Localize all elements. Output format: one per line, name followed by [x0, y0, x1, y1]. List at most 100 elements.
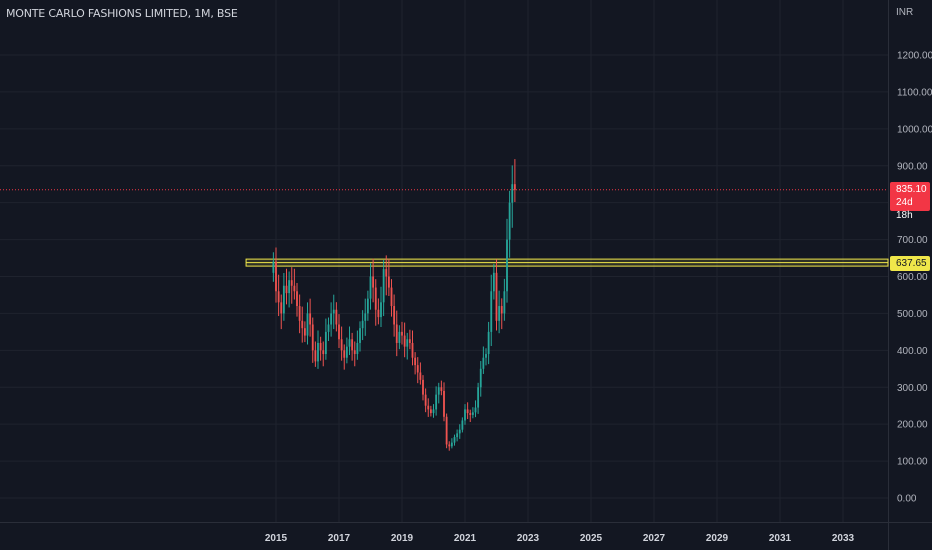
candle-body — [348, 339, 351, 347]
price-tick-label: 0.00 — [897, 494, 917, 505]
candle-body — [422, 379, 424, 395]
candle-body — [369, 276, 372, 299]
candle-body — [411, 342, 414, 358]
candle-body — [508, 202, 511, 240]
candle-body — [275, 261, 277, 292]
candle-body — [466, 409, 469, 414]
candle-body — [440, 387, 443, 391]
candle-body — [272, 261, 275, 273]
candle-body — [324, 331, 327, 355]
candle-body — [359, 328, 361, 343]
time-tick-label: 2027 — [643, 533, 666, 544]
candle-body — [506, 239, 508, 292]
candle-body — [330, 313, 333, 325]
candle-body — [495, 272, 498, 321]
candle-body — [288, 280, 291, 294]
candle-body — [335, 309, 338, 325]
time-tick-label: 2019 — [391, 533, 414, 544]
candle-body — [406, 339, 409, 347]
candle-body — [296, 291, 298, 307]
candle-body — [477, 387, 480, 408]
candle-body — [361, 320, 364, 329]
candle-body — [485, 354, 487, 358]
candle-body — [408, 339, 411, 343]
price-tick-label: 100.00 — [897, 457, 928, 468]
symbol-title[interactable]: MONTE CARLO FASHIONS LIMITED, 1M, BSE — [6, 7, 238, 20]
candle-body — [322, 350, 325, 355]
time-tick-label: 2025 — [580, 533, 603, 544]
candle-body — [364, 313, 367, 321]
candle-body — [474, 407, 477, 413]
candle-body — [429, 409, 432, 414]
candle-body — [332, 309, 335, 314]
candle-body — [500, 306, 503, 314]
candle-body — [285, 285, 288, 294]
candle-body — [395, 324, 398, 343]
time-tick-label: 2033 — [832, 533, 855, 544]
price-tick-label: 1100.00 — [897, 87, 932, 98]
candle-body — [435, 394, 438, 410]
price-tick-label: 1000.00 — [897, 124, 932, 135]
candle-body — [482, 357, 485, 369]
candle-body — [387, 276, 390, 288]
last-price-value: 835.10 — [896, 184, 927, 195]
candle-body — [290, 280, 293, 286]
candle-body — [419, 372, 422, 380]
candle-body — [427, 405, 430, 410]
candle-body — [458, 429, 461, 434]
candle-body — [314, 350, 317, 362]
horizontal-levels[interactable] — [0, 189, 889, 267]
price-axis[interactable]: 0.00 100.00 200.00 300.00 400.00 500.00 600.00… — [897, 51, 932, 505]
candle-body — [403, 335, 406, 347]
candle-body — [490, 291, 493, 332]
time-tick-label: 2017 — [328, 533, 351, 544]
time-axis[interactable]: 2015 2017 2019 2021 2023 2025 2027 2029 2031 2033 — [265, 533, 855, 544]
candle-body — [343, 350, 346, 358]
price-tick-label: 700.00 — [897, 235, 928, 246]
price-tick-label: 500.00 — [897, 309, 928, 320]
candle-body — [353, 350, 356, 355]
candle-body — [277, 291, 280, 303]
candle-body — [338, 324, 340, 340]
candle-body — [306, 313, 309, 336]
candle-body — [377, 309, 380, 318]
candle-body — [464, 409, 466, 421]
candle-body — [366, 298, 369, 314]
candle-body — [301, 320, 304, 329]
candle-body — [401, 331, 403, 336]
candle-body — [390, 287, 393, 307]
candle-body — [280, 302, 283, 314]
candle-body — [382, 269, 385, 303]
candle-body — [319, 342, 322, 351]
time-tick-label: 2031 — [769, 533, 792, 544]
candle-body — [498, 306, 501, 321]
candle-body — [437, 387, 440, 395]
time-tick-label: 2029 — [706, 533, 729, 544]
candle-body — [374, 287, 377, 310]
candle-body — [461, 420, 464, 430]
currency-label: INR — [896, 7, 914, 18]
time-tick-label: 2023 — [517, 533, 540, 544]
bar-countdown: 24d 18h — [896, 197, 913, 221]
candle-body — [303, 328, 306, 336]
price-tick-label: 200.00 — [897, 420, 928, 431]
candle-body — [311, 324, 314, 351]
candle-body — [372, 276, 375, 288]
candle-body — [487, 331, 490, 355]
candle-body — [448, 444, 451, 447]
candle-body — [356, 342, 359, 355]
candle-body — [317, 342, 319, 362]
candle-body — [385, 269, 388, 277]
candle-body — [340, 339, 343, 351]
candle-body — [424, 394, 427, 406]
candle-body — [453, 437, 456, 443]
time-tick-label: 2015 — [265, 533, 288, 544]
candle-body — [479, 368, 482, 388]
candle-body — [393, 306, 396, 325]
candle-body — [471, 412, 474, 415]
candle-body — [380, 302, 382, 318]
last-price-tag: 835.10 24d 18h — [890, 182, 930, 221]
candle-body — [398, 331, 401, 343]
